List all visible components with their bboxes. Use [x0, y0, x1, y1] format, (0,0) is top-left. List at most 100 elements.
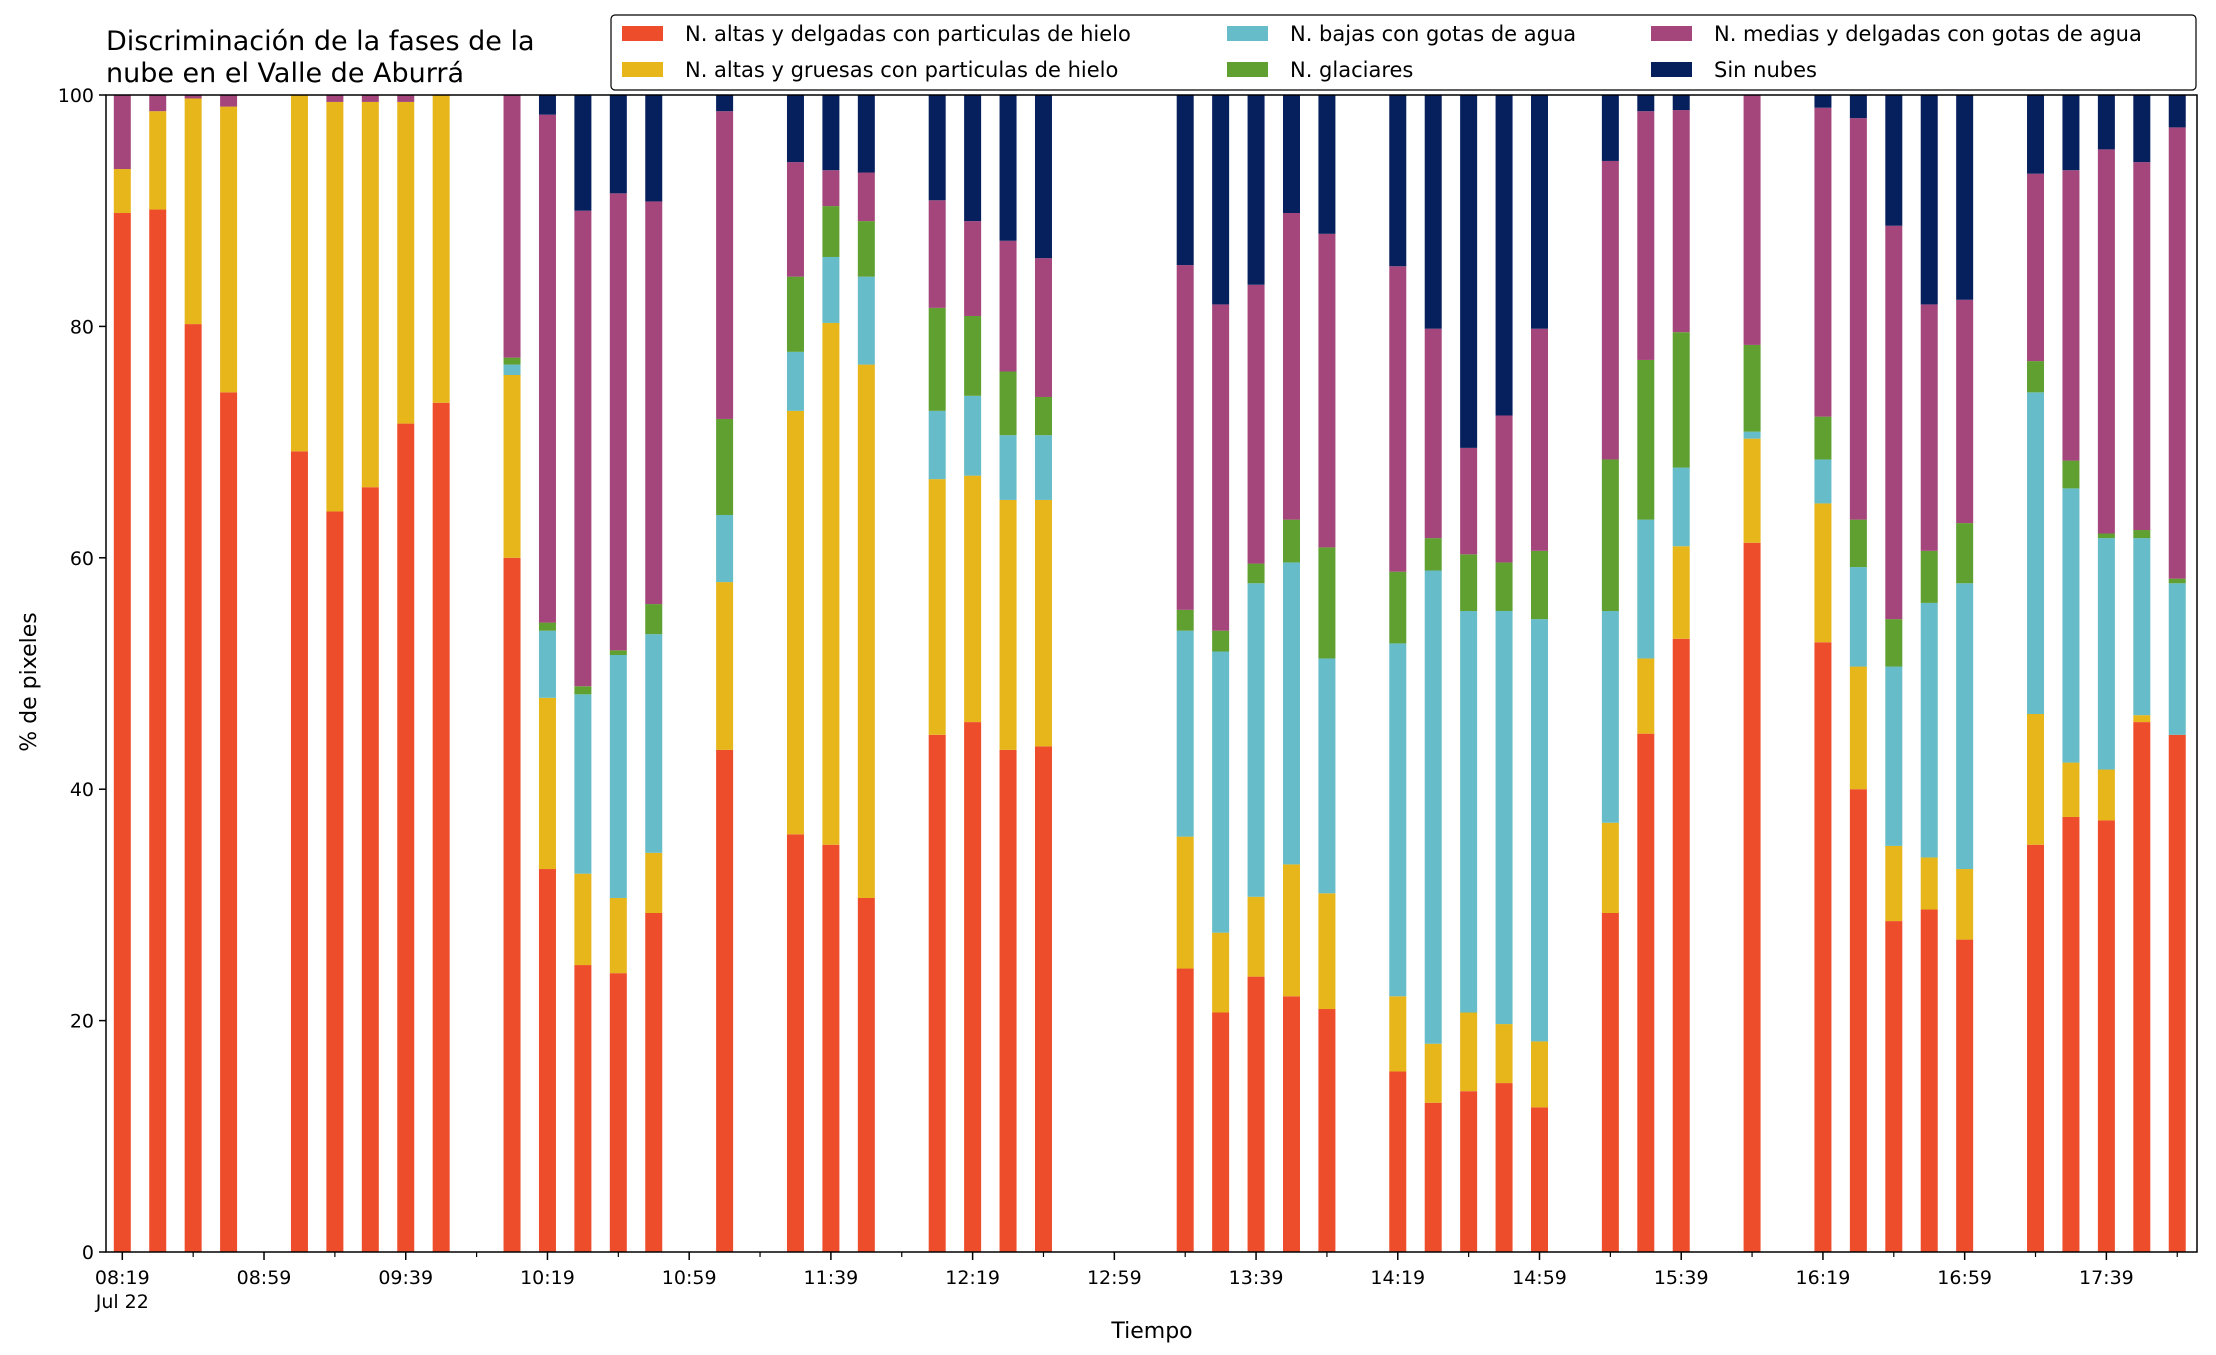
bar-segment: [2062, 488, 2080, 763]
bar-segment: [1318, 893, 1336, 1010]
bar-segment: [1212, 1012, 1230, 1252]
bar-segment: [786, 351, 804, 411]
bar-segment: [1956, 95, 1974, 300]
bar-segment: [1176, 265, 1194, 610]
bar-segment: [2133, 722, 2151, 1252]
bar-segment: [2097, 95, 2115, 150]
bar-segment: [2027, 392, 2045, 714]
bar-segment: [1601, 822, 1619, 913]
bar-segment: [822, 256, 840, 323]
bar-segment: [1034, 95, 1052, 259]
bar-segment: [1531, 95, 1548, 329]
bar-segment: [1495, 415, 1513, 563]
bar-segment: [1672, 332, 1690, 468]
bar-segment: [857, 221, 875, 277]
bar-segment: [964, 221, 982, 316]
bar-segment: [822, 95, 840, 171]
bar-segment: [1318, 547, 1336, 659]
bar-segment: [1956, 299, 1974, 524]
bar-segment: [538, 869, 556, 1252]
bar-segment: [1247, 896, 1265, 977]
bar-segment: [609, 650, 627, 655]
bar-segment: [538, 95, 556, 115]
bar-segment: [1814, 459, 1832, 504]
bar-segment: [716, 582, 734, 750]
bar-segment: [290, 451, 308, 1252]
legend-label: N. glaciares: [1290, 58, 1413, 82]
bar-segment: [184, 98, 202, 325]
bar-segment: [1637, 359, 1655, 520]
bar-segment: [822, 844, 840, 1252]
legend-swatch: [1227, 62, 1268, 77]
legend-swatch: [1651, 62, 1692, 77]
bar-segment: [645, 201, 663, 605]
x-tick-label: 10:59: [662, 1267, 717, 1289]
bar-segment: [220, 106, 238, 393]
bar-segment: [574, 965, 592, 1252]
bar-segment: [1814, 107, 1832, 417]
bar-segment: [1495, 1024, 1513, 1084]
bar-segment: [1495, 611, 1513, 1025]
bar-segment: [1318, 658, 1336, 894]
bar-segment: [326, 511, 344, 1252]
bar-segment: [1637, 111, 1655, 360]
bar-segment: [645, 604, 663, 635]
bar-segment: [1920, 602, 1938, 858]
bar-segment: [999, 435, 1017, 500]
bar-segment: [574, 686, 592, 695]
bar-segment: [645, 852, 663, 913]
bar-segment: [2027, 95, 2045, 174]
bar-segment: [1743, 344, 1761, 432]
bar-segment: [786, 162, 804, 277]
bar-segment: [1176, 836, 1194, 969]
bar-segment: [1885, 225, 1903, 620]
bar-segment: [1247, 95, 1265, 285]
x-tick-label: 14:19: [1370, 1267, 1425, 1289]
bar-segment: [1814, 503, 1832, 643]
bar-segment: [1672, 638, 1690, 1252]
y-tick-label: 20: [70, 1011, 94, 1033]
x-tick-label: 17:39: [2079, 1267, 2134, 1289]
bar-segment: [1460, 1091, 1478, 1252]
bar-segment: [2027, 173, 2045, 362]
bar-segment: [397, 101, 415, 424]
bar-segment: [2133, 95, 2151, 163]
bar-segment: [999, 240, 1017, 372]
bar-segment: [397, 423, 415, 1253]
x-tick-label: 08:19: [95, 1267, 150, 1289]
bar-segment: [1849, 519, 1867, 568]
bar-segment: [1495, 1083, 1513, 1252]
bar-segment: [609, 897, 627, 974]
bar-segment: [1424, 1043, 1442, 1103]
bar-segment: [716, 418, 734, 515]
bar-segment: [1282, 996, 1300, 1252]
bar-segment: [964, 395, 982, 476]
bar-segment: [1034, 435, 1052, 500]
bar-segment: [1814, 416, 1832, 460]
bar-segment: [1424, 95, 1442, 329]
bar-segment: [1920, 550, 1938, 603]
x-axis-label: Tiempo: [1110, 1319, 1192, 1344]
bar-segment: [999, 499, 1017, 750]
bar-segment: [1531, 1107, 1548, 1253]
bar-segment: [1601, 611, 1619, 823]
bar-segment: [1424, 538, 1442, 571]
bar-segment: [928, 734, 946, 1252]
y-tick-label: 60: [70, 548, 94, 570]
bar-segment: [2062, 460, 2080, 489]
bar-segment: [2133, 162, 2151, 531]
bar-segment: [1743, 542, 1761, 1252]
bar-segment: [857, 95, 875, 173]
bar-segment: [1460, 1012, 1478, 1092]
bar-segment: [1282, 519, 1300, 563]
x-tick-label: 10:19: [520, 1267, 575, 1289]
bar-segment: [1743, 438, 1761, 543]
bar-segment: [928, 200, 946, 308]
bar-segment: [1531, 1041, 1548, 1108]
bar-segment: [2097, 149, 2115, 534]
bar-segment: [326, 101, 344, 512]
bar-segment: [1601, 160, 1619, 460]
bar-segment: [1743, 431, 1761, 439]
bar-segment: [538, 630, 556, 698]
bar-segment: [1318, 95, 1336, 234]
